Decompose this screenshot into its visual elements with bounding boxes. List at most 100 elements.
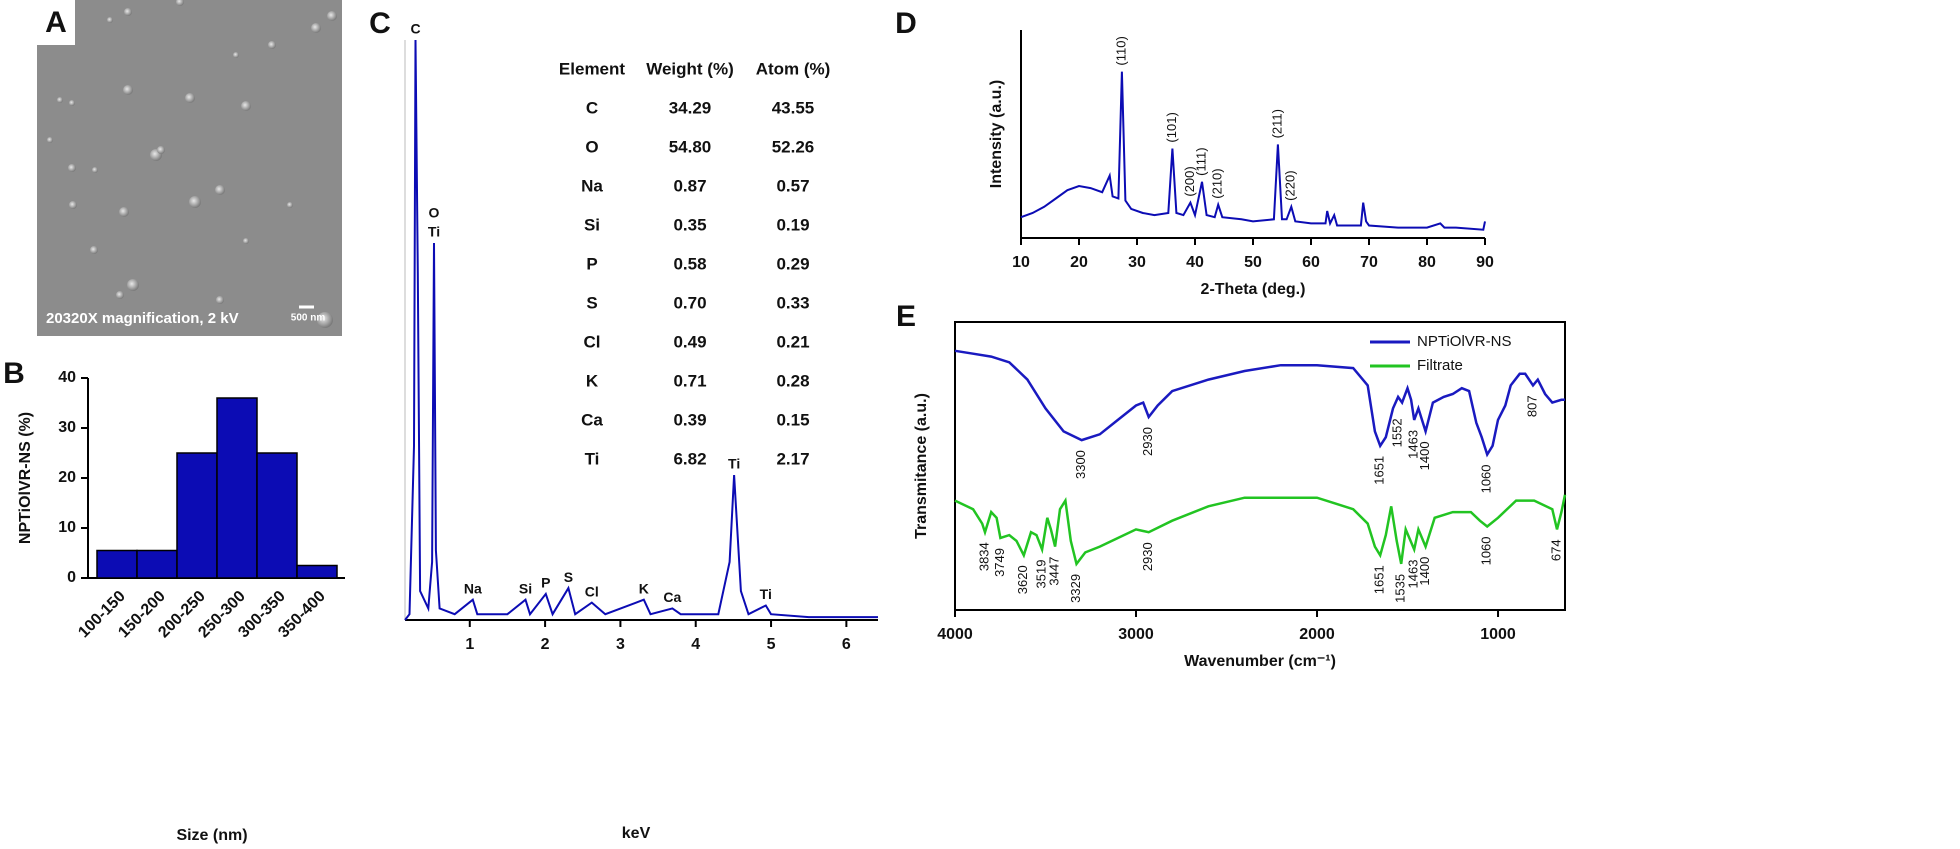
- panel-label: E: [896, 300, 916, 333]
- x-axis-label: keV: [622, 825, 651, 842]
- peak-label: 3300: [1073, 450, 1088, 479]
- peak-label: 1651: [1372, 565, 1387, 594]
- peak-label: Ti: [760, 586, 772, 602]
- table-cell: K: [586, 371, 599, 390]
- peak-label: 1400: [1417, 441, 1432, 470]
- peak-label: 807: [1524, 395, 1539, 417]
- table-cell: 0.39: [673, 410, 706, 429]
- x-axis-label: 2-Theta (deg.): [1201, 281, 1306, 298]
- peak-label: 3447: [1047, 557, 1062, 586]
- x-tick-label: 4: [691, 636, 700, 653]
- x-tick-label: 70: [1360, 254, 1378, 271]
- x-axis-label: Wavenumber (cm⁻¹): [1184, 653, 1336, 670]
- peak-label: (211): [1269, 109, 1284, 138]
- x-tick-label: 60: [1302, 254, 1320, 271]
- table-cell: 0.87: [673, 176, 706, 195]
- peak-label: (101): [1164, 112, 1179, 142]
- x-tick-label: 3: [616, 636, 625, 653]
- bar: [296, 564, 338, 579]
- peak-label: (200): [1182, 166, 1197, 196]
- table-cell: Na: [581, 176, 603, 195]
- scale-bar-label: 500 nm: [291, 313, 326, 324]
- x-tick-label: 80: [1418, 254, 1436, 271]
- series-line: [954, 494, 1567, 567]
- x-tick-label: 10: [1012, 254, 1030, 271]
- x-tick-label: 1000: [1480, 626, 1516, 643]
- y-axis-label: NPTiOlVR-NS (%): [17, 412, 34, 544]
- peak-label: C: [410, 21, 420, 37]
- table-cell: 34.29: [669, 98, 712, 117]
- panel-label: B: [3, 357, 25, 390]
- bar: [216, 397, 258, 579]
- x-tick-label: 90: [1476, 254, 1494, 271]
- x-tick-label: 40: [1186, 254, 1204, 271]
- table-cell: 6.82: [673, 449, 706, 468]
- peak-label: P: [541, 575, 550, 591]
- peak-label: 3519: [1034, 560, 1049, 589]
- table-cell: 52.26: [772, 137, 815, 156]
- table-cell: 0.28: [776, 371, 809, 390]
- table-cell: 0.21: [776, 332, 809, 351]
- peak-label: 3834: [976, 542, 991, 571]
- panel-label: D: [895, 7, 917, 40]
- table-cell: 0.58: [673, 254, 706, 273]
- table-cell: 43.55: [772, 98, 815, 117]
- table-cell: Cl: [584, 332, 601, 351]
- peak-label: Cl: [585, 583, 599, 599]
- legend-label: Filtrate: [1417, 357, 1463, 374]
- peak-label: 1535: [1393, 574, 1408, 603]
- peak-label: (220): [1283, 170, 1298, 200]
- y-tick-label: 10: [58, 519, 76, 536]
- bar: [176, 452, 218, 579]
- table-cell: P: [586, 254, 597, 273]
- table-cell: 0.29: [776, 254, 809, 273]
- x-tick-label: 20: [1070, 254, 1088, 271]
- x-tick-label: 2: [541, 636, 550, 653]
- x-tick-label: 3000: [1118, 626, 1154, 643]
- x-tick-label: 5: [767, 636, 776, 653]
- peak-label: Ti: [428, 224, 440, 240]
- peak-label: 1552: [1390, 418, 1405, 447]
- table-cell: Ti: [585, 449, 600, 468]
- x-axis-label: Size (nm): [176, 827, 247, 844]
- y-axis-label: Intensity (a.u.): [988, 80, 1005, 188]
- peak-label: 1060: [1479, 536, 1494, 565]
- table-cell: 0.49: [673, 332, 706, 351]
- x-tick-label: 1: [465, 636, 474, 653]
- y-tick-label: 20: [58, 469, 76, 486]
- table-cell: 0.35: [673, 215, 706, 234]
- table-header: Atom (%): [756, 59, 831, 78]
- table-cell: 0.33: [776, 293, 809, 312]
- peak-label: 2930: [1140, 427, 1155, 456]
- bar: [256, 452, 298, 579]
- table-cell: Ca: [581, 410, 603, 429]
- table-header: Weight (%): [646, 59, 734, 78]
- peak-label: K: [639, 580, 649, 596]
- bar: [96, 549, 138, 579]
- y-axis-label: Transmitance (a.u.): [913, 393, 930, 539]
- panel-label: A: [45, 6, 67, 39]
- bar: [136, 549, 178, 579]
- table-cell: 0.19: [776, 215, 809, 234]
- table-cell: 2.17: [776, 449, 809, 468]
- plot-frame: [954, 321, 1566, 611]
- peak-label: Si: [519, 580, 532, 596]
- series-line: [404, 39, 878, 621]
- peak-label: 674: [1548, 539, 1563, 561]
- table-cell: S: [586, 293, 597, 312]
- peak-label: (111): [1193, 147, 1208, 175]
- sem-image: [37, 0, 342, 336]
- peak-label: 1400: [1417, 557, 1432, 586]
- sem-caption: 20320X magnification, 2 kV: [46, 310, 239, 327]
- x-tick-label: 30: [1128, 254, 1146, 271]
- peak-label: (110): [1113, 36, 1128, 65]
- table-header: Element: [559, 59, 625, 78]
- y-tick-label: 30: [58, 419, 76, 436]
- series-line: [954, 349, 1565, 458]
- legend-label: NPTiOlVR-NS: [1417, 333, 1511, 350]
- y-tick-label: 40: [58, 369, 76, 386]
- peak-label: 3620: [1015, 565, 1030, 594]
- table-cell: 0.15: [776, 410, 809, 429]
